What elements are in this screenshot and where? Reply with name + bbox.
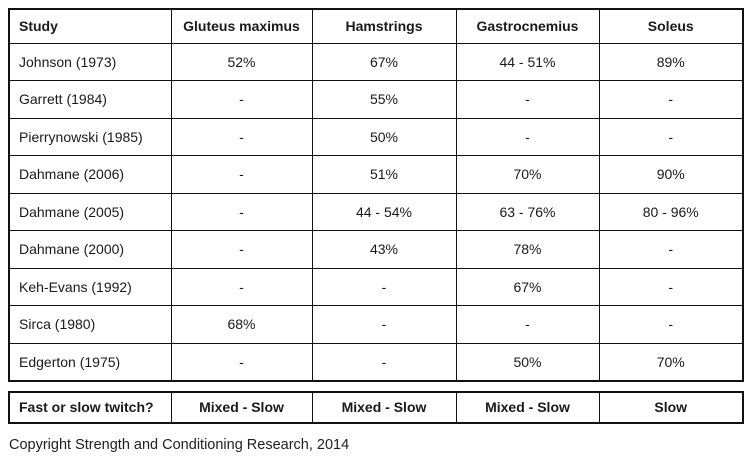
- twitch-value-cell: Mixed - Slow: [311, 391, 457, 423]
- twitch-value-cell: Mixed - Slow: [170, 391, 313, 423]
- value-cell: 55%: [311, 80, 457, 119]
- value-cell: 50%: [311, 117, 457, 156]
- table-row: Dahmane (2006) - 51% 70% 90%: [8, 155, 744, 194]
- column-header-gluteus: Gluteus maximus: [170, 8, 313, 44]
- value-cell: -: [455, 117, 600, 156]
- value-cell: -: [598, 305, 744, 344]
- value-cell: -: [170, 117, 313, 156]
- value-cell: 89%: [598, 42, 744, 81]
- table-row: Garrett (1984) - 55% - -: [8, 80, 744, 119]
- study-cell: Johnson (1973): [8, 42, 172, 81]
- table-row: Johnson (1973) 52% 67% 44 - 51% 89%: [8, 42, 744, 81]
- value-cell: -: [311, 305, 457, 344]
- value-cell: 80 - 96%: [598, 192, 744, 231]
- table-row: Keh-Evans (1992) - - 67% -: [8, 267, 744, 306]
- study-cell: Garrett (1984): [8, 80, 172, 119]
- value-cell: -: [598, 230, 744, 269]
- study-cell: Dahmane (2006): [8, 155, 172, 194]
- value-cell: 63 - 76%: [455, 192, 600, 231]
- twitch-summary-table: Fast or slow twitch? Mixed - Slow Mixed …: [8, 390, 744, 424]
- table-row: Edgerton (1975) - - 50% 70%: [8, 342, 744, 381]
- value-cell: 70%: [455, 155, 600, 194]
- header-row: Study Gluteus maximus Hamstrings Gastroc…: [8, 8, 744, 44]
- value-cell: 68%: [170, 305, 313, 344]
- value-cell: 51%: [311, 155, 457, 194]
- value-cell: -: [170, 192, 313, 231]
- value-cell: 78%: [455, 230, 600, 269]
- value-cell: 67%: [311, 42, 457, 81]
- column-header-gastrocnemius: Gastrocnemius: [455, 8, 600, 44]
- value-cell: 44 - 51%: [455, 42, 600, 81]
- table-row: Sirca (1980) 68% - - -: [8, 305, 744, 344]
- twitch-summary-row: Fast or slow twitch? Mixed - Slow Mixed …: [8, 391, 744, 423]
- table-row: Dahmane (2000) - 43% 78% -: [8, 230, 744, 269]
- table-row: Dahmane (2005) - 44 - 54% 63 - 76% 80 - …: [8, 192, 744, 231]
- value-cell: 52%: [170, 42, 313, 81]
- twitch-value-cell: Mixed - Slow: [455, 391, 600, 423]
- value-cell: -: [311, 267, 457, 306]
- table-row: Pierrynowski (1985) - 50% - -: [8, 117, 744, 156]
- value-cell: 43%: [311, 230, 457, 269]
- value-cell: -: [170, 80, 313, 119]
- value-cell: -: [455, 305, 600, 344]
- value-cell: -: [598, 267, 744, 306]
- value-cell: 50%: [455, 342, 600, 381]
- value-cell: -: [455, 80, 600, 119]
- value-cell: -: [170, 155, 313, 194]
- column-header-study: Study: [8, 8, 172, 44]
- study-cell: Sirca (1980): [8, 305, 172, 344]
- study-cell: Dahmane (2005): [8, 192, 172, 231]
- study-cell: Keh-Evans (1992): [8, 267, 172, 306]
- twitch-question-cell: Fast or slow twitch?: [8, 391, 172, 423]
- value-cell: -: [311, 342, 457, 381]
- twitch-value-cell: Slow: [598, 391, 744, 423]
- value-cell: -: [170, 267, 313, 306]
- value-cell: -: [170, 230, 313, 269]
- column-header-soleus: Soleus: [598, 8, 744, 44]
- value-cell: -: [598, 117, 744, 156]
- study-cell: Pierrynowski (1985): [8, 117, 172, 156]
- fiber-type-study-table: Study Gluteus maximus Hamstrings Gastroc…: [8, 8, 744, 382]
- copyright-text: Copyright Strength and Conditioning Rese…: [9, 436, 350, 453]
- study-cell: Dahmane (2000): [8, 230, 172, 269]
- value-cell: -: [170, 342, 313, 381]
- study-cell: Edgerton (1975): [8, 342, 172, 381]
- value-cell: 70%: [598, 342, 744, 381]
- column-header-hamstrings: Hamstrings: [311, 8, 457, 44]
- value-cell: 90%: [598, 155, 744, 194]
- value-cell: 67%: [455, 267, 600, 306]
- value-cell: -: [598, 80, 744, 119]
- value-cell: 44 - 54%: [311, 192, 457, 231]
